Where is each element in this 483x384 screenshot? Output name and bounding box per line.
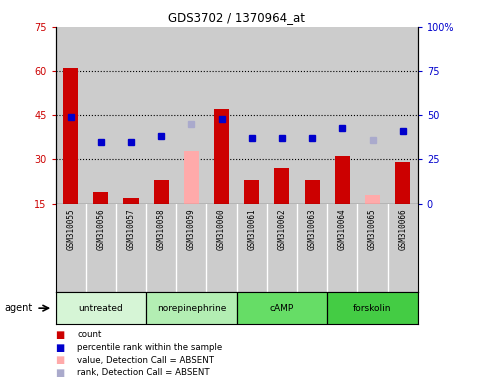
- Text: count: count: [77, 330, 101, 339]
- Text: value, Detection Call = ABSENT: value, Detection Call = ABSENT: [77, 356, 214, 365]
- Text: percentile rank within the sample: percentile rank within the sample: [77, 343, 223, 352]
- Text: untreated: untreated: [78, 304, 123, 313]
- Text: ■: ■: [56, 368, 65, 378]
- Bar: [93, 192, 108, 204]
- Bar: [274, 168, 289, 204]
- Text: forskolin: forskolin: [353, 304, 392, 313]
- Text: GSM310061: GSM310061: [247, 208, 256, 250]
- Bar: [154, 180, 169, 204]
- Bar: [327, 292, 418, 324]
- Text: GSM310062: GSM310062: [277, 208, 286, 250]
- Bar: [365, 195, 380, 204]
- Bar: [395, 162, 410, 204]
- Text: GSM310060: GSM310060: [217, 208, 226, 250]
- Text: cAMP: cAMP: [270, 304, 294, 313]
- Bar: [56, 292, 146, 324]
- Bar: [146, 292, 237, 324]
- Text: agent: agent: [5, 303, 33, 313]
- Bar: [244, 180, 259, 204]
- Text: norepinephrine: norepinephrine: [156, 304, 226, 313]
- Text: GSM310064: GSM310064: [338, 208, 347, 250]
- Bar: [214, 109, 229, 204]
- Text: ■: ■: [56, 355, 65, 365]
- Text: GSM310055: GSM310055: [66, 208, 75, 250]
- Text: GSM310066: GSM310066: [398, 208, 407, 250]
- Text: rank, Detection Call = ABSENT: rank, Detection Call = ABSENT: [77, 368, 210, 377]
- Text: GSM310057: GSM310057: [127, 208, 136, 250]
- Bar: [335, 156, 350, 204]
- Text: GSM310065: GSM310065: [368, 208, 377, 250]
- Bar: [237, 292, 327, 324]
- Text: GSM310059: GSM310059: [187, 208, 196, 250]
- Bar: [124, 198, 139, 204]
- Text: ■: ■: [56, 343, 65, 353]
- Text: GSM310058: GSM310058: [156, 208, 166, 250]
- Bar: [63, 68, 78, 204]
- Text: GSM310063: GSM310063: [308, 208, 317, 250]
- Text: ■: ■: [56, 330, 65, 340]
- Bar: [305, 180, 320, 204]
- Title: GDS3702 / 1370964_at: GDS3702 / 1370964_at: [168, 11, 305, 24]
- Bar: [184, 151, 199, 204]
- Text: GSM310056: GSM310056: [96, 208, 105, 250]
